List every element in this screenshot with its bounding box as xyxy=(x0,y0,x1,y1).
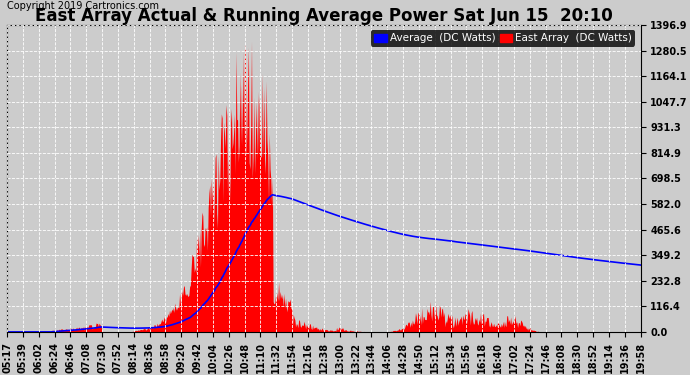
Text: Copyright 2019 Cartronics.com: Copyright 2019 Cartronics.com xyxy=(7,1,159,11)
Title: East Array Actual & Running Average Power Sat Jun 15  20:10: East Array Actual & Running Average Powe… xyxy=(35,7,613,25)
Legend: Average  (DC Watts), East Array  (DC Watts): Average (DC Watts), East Array (DC Watts… xyxy=(371,30,635,46)
